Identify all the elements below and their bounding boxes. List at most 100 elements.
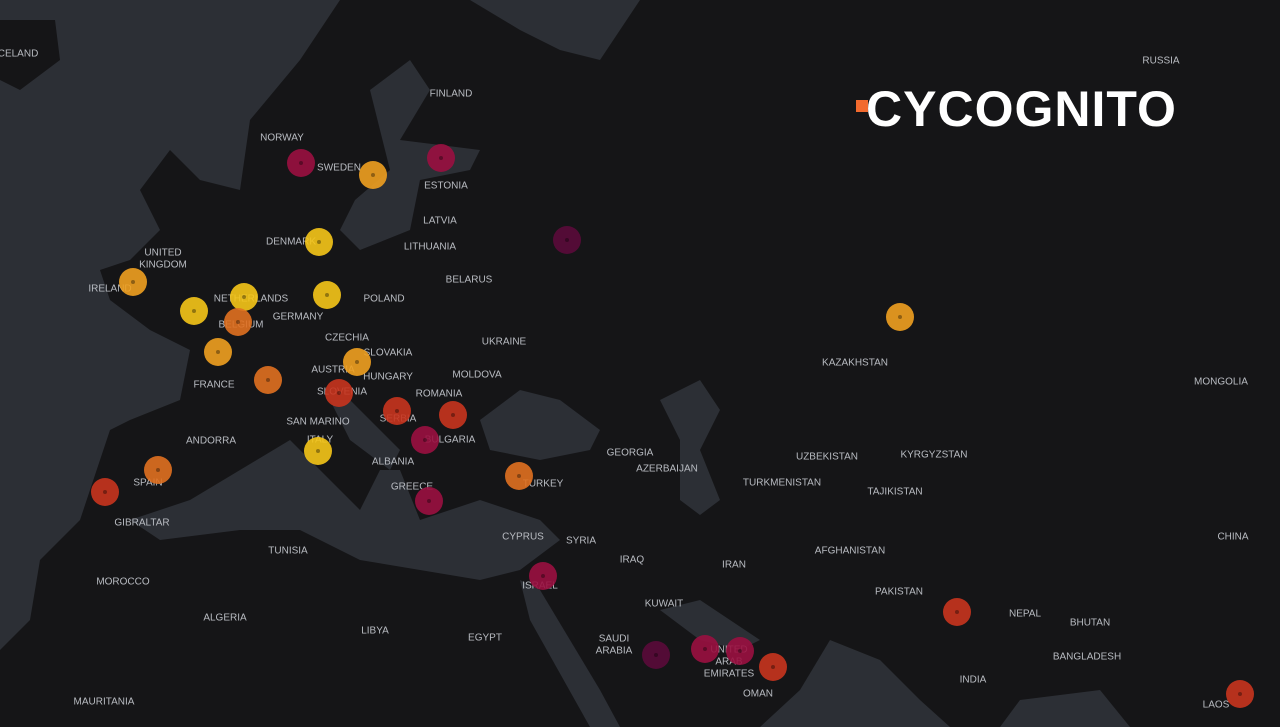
country-label: ARABIA bbox=[596, 646, 633, 657]
marker bbox=[359, 161, 387, 189]
marker bbox=[642, 641, 670, 669]
logo: CYCOGNITO bbox=[856, 81, 1177, 137]
country-label: BANGLADESH bbox=[1053, 652, 1121, 663]
country-label: UZBEKISTAN bbox=[796, 452, 858, 463]
country-label: MOLDOVA bbox=[452, 370, 502, 381]
country-label: AUSTRIA bbox=[311, 365, 355, 376]
country-label: MOROCCO bbox=[96, 577, 150, 588]
country-label: LITHUANIA bbox=[404, 242, 457, 253]
country-label: SLOVAKIA bbox=[364, 348, 413, 359]
country-label: SWEDEN bbox=[317, 163, 361, 174]
marker bbox=[943, 598, 971, 626]
country-label: TURKMENISTAN bbox=[743, 478, 821, 489]
marker bbox=[1226, 680, 1254, 708]
country-label: LIBYA bbox=[361, 626, 389, 637]
country-label: ESTONIA bbox=[424, 181, 468, 192]
country-label: POLAND bbox=[363, 294, 404, 305]
country-label: SPAIN bbox=[133, 478, 162, 489]
marker bbox=[180, 297, 208, 325]
country-label: DENMARK bbox=[266, 237, 316, 248]
country-label: INDIA bbox=[960, 675, 987, 686]
marker bbox=[415, 487, 443, 515]
country-label: SAN MARINO bbox=[286, 417, 350, 428]
marker bbox=[383, 397, 411, 425]
country-label: MONGOLIA bbox=[1194, 377, 1248, 388]
marker bbox=[254, 366, 282, 394]
country-label: UKRAINE bbox=[482, 337, 527, 348]
country-label: KINGDOM bbox=[139, 260, 187, 271]
marker bbox=[343, 348, 371, 376]
country-label: TUNISIA bbox=[268, 546, 308, 557]
water bbox=[0, 0, 1130, 727]
country-label: BELARUS bbox=[446, 275, 493, 286]
marker bbox=[204, 338, 232, 366]
country-label: ALBANIA bbox=[372, 457, 415, 468]
marker bbox=[427, 144, 455, 172]
country-label: CYPRUS bbox=[502, 532, 544, 543]
marker bbox=[304, 437, 332, 465]
marker bbox=[886, 303, 914, 331]
marker bbox=[553, 226, 581, 254]
country-label: CZECHIA bbox=[325, 333, 369, 344]
marker bbox=[313, 281, 341, 309]
country-label: FINLAND bbox=[430, 89, 473, 100]
marker bbox=[411, 426, 439, 454]
country-label: ANDORRA bbox=[186, 436, 236, 447]
marker bbox=[224, 308, 252, 336]
country-label: HUNGARY bbox=[363, 372, 413, 383]
marker bbox=[305, 228, 333, 256]
markers bbox=[91, 144, 1254, 708]
marker bbox=[287, 149, 315, 177]
logo-text: CYCOGNITO bbox=[866, 81, 1177, 137]
country-label: MAURITANIA bbox=[74, 697, 135, 708]
country-label: BHUTAN bbox=[1070, 618, 1110, 629]
country-label: LATVIA bbox=[423, 216, 457, 227]
country-label: GIBRALTAR bbox=[114, 518, 169, 529]
country-label: ALGERIA bbox=[203, 613, 247, 624]
country-label: AZERBAIJAN bbox=[636, 464, 698, 475]
marker bbox=[325, 379, 353, 407]
marker bbox=[529, 562, 557, 590]
country-label: KYRGYZSTAN bbox=[900, 450, 967, 461]
marker bbox=[505, 462, 533, 490]
country-label: TAJIKISTAN bbox=[867, 487, 922, 498]
country-label: LAOS bbox=[1203, 700, 1230, 711]
country-label: TURKEY bbox=[523, 479, 564, 490]
country-label: GERMANY bbox=[273, 312, 324, 323]
marker bbox=[439, 401, 467, 429]
country-label: KUWAIT bbox=[645, 599, 684, 610]
country-label: GEORGIA bbox=[607, 448, 654, 459]
marker bbox=[691, 635, 719, 663]
country-label: ROMANIA bbox=[416, 389, 463, 400]
country-label: IRAQ bbox=[620, 555, 645, 566]
country-label: NORWAY bbox=[260, 133, 304, 144]
country-label: EMIRATES bbox=[704, 669, 755, 680]
marker bbox=[91, 478, 119, 506]
country-label: OMAN bbox=[743, 689, 773, 700]
country-label: KAZAKHSTAN bbox=[822, 358, 888, 369]
country-label: CHINA bbox=[1217, 532, 1248, 543]
country-label: SYRIA bbox=[566, 536, 596, 547]
logo-mark bbox=[856, 100, 868, 112]
country-label: RUSSIA bbox=[1142, 56, 1180, 67]
country-label: BULGARIA bbox=[425, 435, 476, 446]
marker bbox=[759, 653, 787, 681]
country-label: IRAN bbox=[722, 560, 746, 571]
country-label: AFGHANISTAN bbox=[815, 546, 885, 557]
country-label: ARAB bbox=[715, 657, 743, 668]
marker bbox=[230, 283, 258, 311]
country-label: FRANCE bbox=[193, 380, 234, 391]
country-label: NEPAL bbox=[1009, 609, 1041, 620]
country-label: CELAND bbox=[0, 49, 38, 60]
marker bbox=[726, 637, 754, 665]
country-label: UNITED bbox=[144, 248, 181, 259]
country-label: IRELAND bbox=[88, 284, 131, 295]
marker bbox=[144, 456, 172, 484]
country-label: SAUDI bbox=[599, 634, 630, 645]
country-label: EGYPT bbox=[468, 633, 502, 644]
country-label: GREECE bbox=[391, 482, 434, 493]
marker bbox=[119, 268, 147, 296]
country-labels: CELAND RUSSIA FINLAND NORWAY SWEDEN ESTONIA LA… bbox=[0, 49, 1249, 711]
country-label: PAKISTAN bbox=[875, 587, 923, 598]
